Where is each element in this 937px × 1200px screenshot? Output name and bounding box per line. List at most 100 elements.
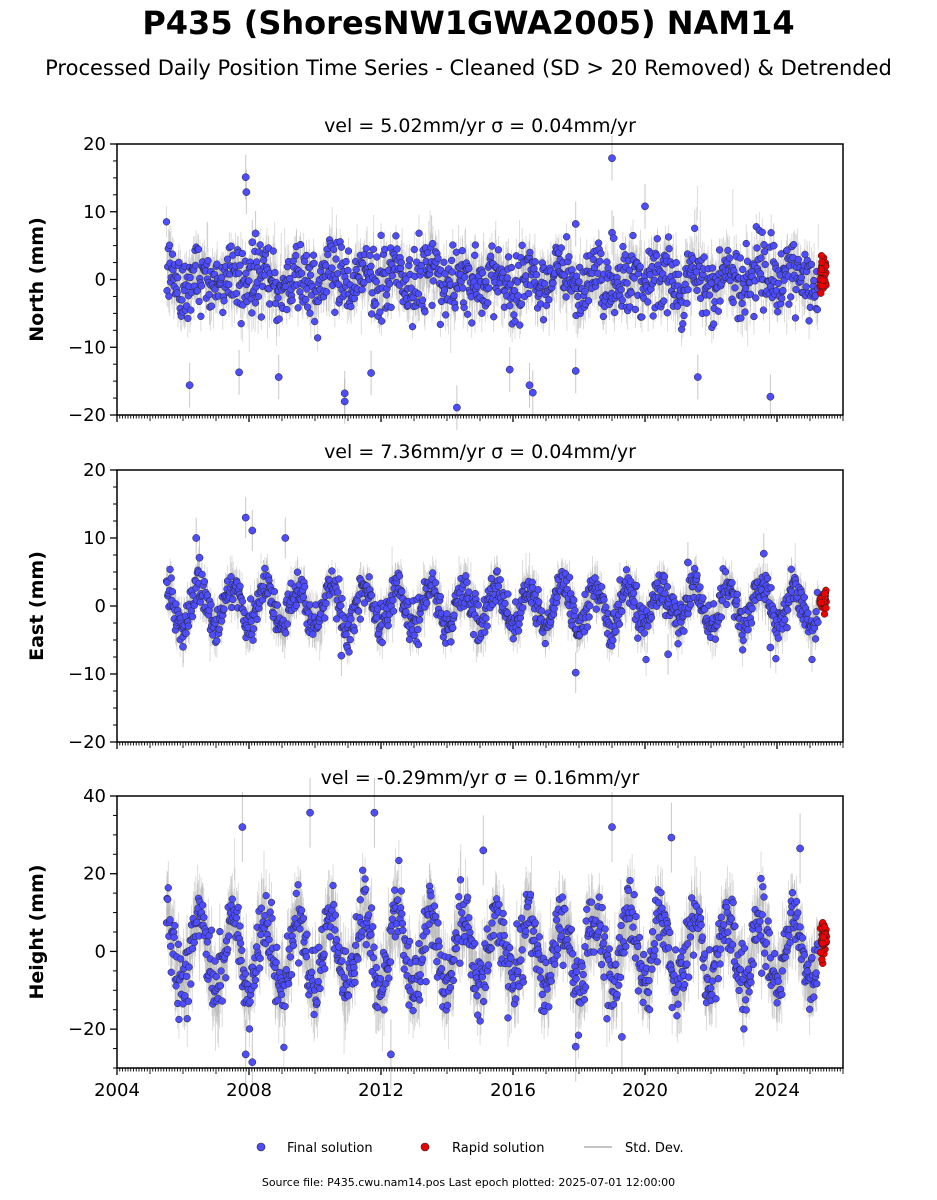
final-point — [489, 243, 496, 250]
panel-title-east: vel = 7.36mm/yr σ = 0.04mm/yr — [324, 441, 636, 463]
final-point — [429, 240, 436, 247]
final-point — [415, 290, 422, 297]
final-point — [376, 309, 383, 316]
final-point — [484, 299, 491, 306]
final-point — [604, 259, 611, 266]
final-point — [595, 240, 602, 247]
final-point — [753, 245, 760, 252]
final-point — [389, 272, 396, 279]
y-tick-label: −10 — [68, 337, 106, 358]
final-point — [166, 242, 173, 249]
final-point — [338, 244, 345, 251]
final-point — [174, 274, 181, 281]
final-point — [344, 267, 351, 274]
final-point — [620, 243, 627, 250]
final-point — [468, 320, 475, 327]
final-point — [295, 304, 302, 311]
final-point — [416, 230, 423, 237]
final-point — [228, 243, 235, 250]
final-point — [366, 252, 373, 259]
final-point — [774, 308, 781, 315]
final-point — [245, 278, 252, 285]
final-point — [505, 253, 512, 260]
final-point — [518, 300, 525, 307]
final-point — [563, 294, 570, 301]
final-point — [814, 306, 821, 313]
final-point — [540, 316, 547, 323]
final-point — [459, 247, 466, 254]
final-point — [808, 261, 815, 268]
final-point — [598, 250, 605, 257]
final-point — [522, 272, 529, 279]
final-point — [386, 281, 393, 288]
final-point — [383, 292, 390, 299]
final-point — [694, 287, 701, 294]
final-point — [666, 245, 673, 252]
final-point — [330, 246, 337, 253]
final-point — [448, 257, 455, 264]
final-point — [187, 274, 194, 281]
final-point — [790, 241, 797, 248]
final-point — [307, 310, 314, 317]
final-point — [526, 249, 533, 256]
final-point — [810, 277, 817, 284]
final-point — [742, 309, 749, 316]
final-point — [353, 266, 360, 273]
final-point — [257, 241, 264, 248]
final-point — [221, 297, 228, 304]
final-point — [639, 314, 646, 321]
panel-title-north: vel = 5.02mm/yr σ = 0.04mm/yr — [324, 115, 636, 137]
final-point — [685, 286, 692, 293]
final-point — [550, 280, 557, 287]
final-point-outlier — [526, 382, 533, 389]
final-point — [739, 300, 746, 307]
final-point — [359, 286, 366, 293]
final-point — [582, 288, 589, 295]
final-point — [347, 303, 354, 310]
final-point — [406, 256, 413, 263]
final-point — [715, 308, 722, 315]
final-point — [378, 318, 385, 325]
final-point — [806, 317, 813, 324]
y-axis-label-north: North (mm) — [26, 217, 48, 342]
final-point — [419, 297, 426, 304]
final-point — [706, 292, 713, 299]
final-point — [310, 252, 317, 259]
final-point — [328, 265, 335, 272]
final-point — [479, 270, 486, 277]
final-point — [637, 263, 644, 270]
final-point — [333, 256, 340, 263]
final-point — [703, 309, 710, 316]
final-point — [760, 307, 767, 314]
final-point — [576, 278, 583, 285]
final-point — [174, 290, 181, 297]
final-point — [283, 306, 290, 313]
final-point — [684, 300, 691, 307]
final-point — [276, 316, 283, 323]
final-point — [192, 262, 199, 269]
final-point — [786, 301, 793, 308]
final-point — [739, 266, 746, 273]
final-point — [675, 271, 682, 278]
final-point — [235, 270, 242, 277]
final-point-outlier — [249, 239, 256, 246]
final-point — [569, 266, 576, 273]
final-point — [737, 315, 744, 322]
final-point — [490, 313, 497, 320]
final-point — [525, 290, 532, 297]
final-point — [197, 313, 204, 320]
final-point — [710, 321, 717, 328]
final-point — [303, 252, 310, 259]
final-point — [252, 299, 259, 306]
final-point — [660, 298, 667, 305]
final-point — [205, 257, 212, 264]
final-point — [494, 288, 501, 295]
final-point — [778, 295, 785, 302]
final-point — [515, 292, 522, 299]
final-point — [618, 286, 625, 293]
final-point — [798, 274, 805, 281]
final-point — [716, 247, 723, 254]
final-point — [743, 240, 750, 247]
final-point — [752, 294, 759, 301]
